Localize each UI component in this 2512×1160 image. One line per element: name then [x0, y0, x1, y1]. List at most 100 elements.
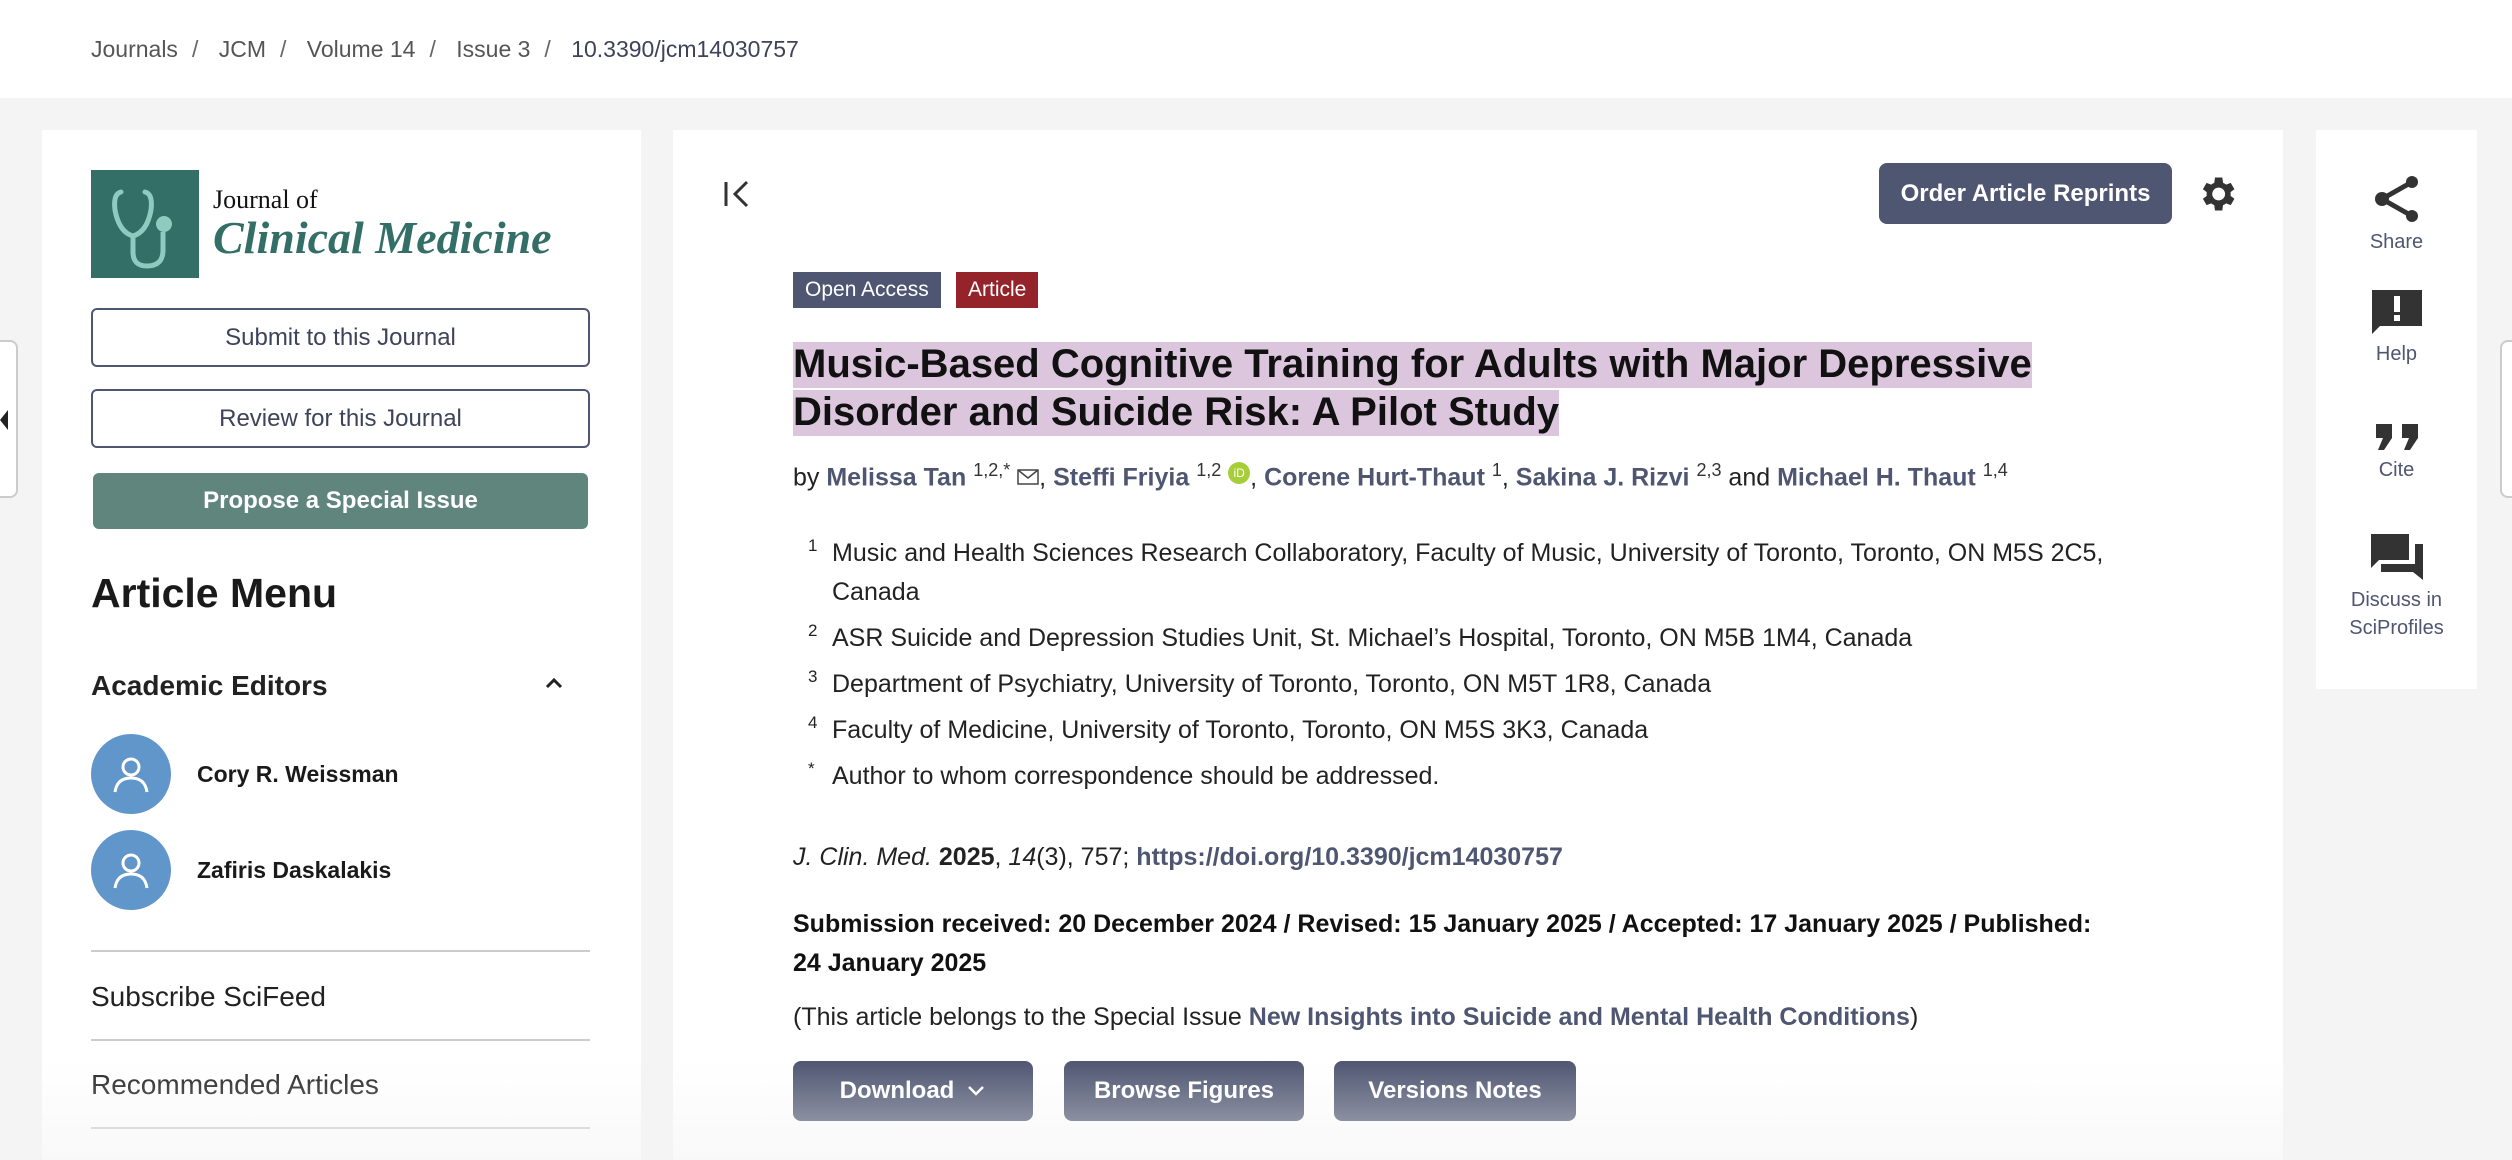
discussion-icon [2370, 534, 2423, 580]
affiliation-item: 1 Music and Health Sciences Research Coll… [808, 534, 2138, 612]
affiliation-item: 2 ASR Suicide and Depression Studies Unit… [808, 619, 2138, 658]
recommended-articles-link[interactable]: Recommended Articles [91, 1069, 379, 1100]
chevron-down-icon [968, 1086, 985, 1096]
and-label: and [1728, 463, 1771, 492]
cite-button[interactable]: Cite [2316, 422, 2477, 484]
email-icon[interactable] [1017, 469, 1039, 486]
special-issue-link[interactable]: New Insights into Suicide and Mental Hea… [1248, 1003, 1910, 1031]
divider [91, 1127, 590, 1129]
affiliation-number: 3 [808, 667, 818, 686]
collapse-sidebar-icon[interactable] [723, 180, 753, 208]
article-panel: Order Article Reprints Open Access Artic… [673, 130, 2283, 1160]
author-affiliation: 2,3 [1696, 460, 1722, 480]
affiliation-text: Music and Health Sciences Research Colla… [832, 539, 2104, 606]
breadcrumb-separator: / [191, 36, 199, 62]
by-label: by [793, 463, 820, 492]
breadcrumb-jcm[interactable]: JCM [218, 36, 266, 62]
caret-left-icon [0, 410, 8, 430]
discuss-label-line1: Discuss in [2350, 589, 2443, 611]
author-affiliation: 1,2,* [973, 460, 1011, 480]
editor-item[interactable]: Zafiris Daskalakis [91, 830, 391, 910]
breadcrumb-separator: / [429, 36, 436, 62]
author-link[interactable]: Steffi Friyia [1053, 463, 1190, 492]
affiliation-text: Author to whom correspondence should be … [832, 762, 1440, 790]
article-type-badge: Article [956, 272, 1039, 308]
breadcrumb-separator: / [544, 36, 551, 62]
citation-issue: (3), 757; [1036, 843, 1130, 871]
left-sidebar: Journal of Clinical Medicine Submit to t… [42, 130, 641, 1160]
download-button[interactable]: Download [793, 1061, 1033, 1121]
propose-special-issue-button[interactable]: Propose a Special Issue [93, 473, 588, 529]
affiliation-text: ASR Suicide and Depression Studies Unit,… [832, 624, 1913, 652]
divider [91, 1039, 590, 1041]
citation: J. Clin. Med. 2025, 14(3), 757; https://… [793, 843, 1563, 871]
discuss-sciprofiles-button[interactable]: Discuss in SciProfiles [2316, 534, 2477, 642]
affiliation-item: * Author to whom correspondence should be… [808, 757, 2138, 796]
cite-label: Cite [2378, 459, 2415, 481]
help-icon [2371, 290, 2422, 334]
special-issue-suffix: ) [1909, 1003, 1919, 1031]
breadcrumb-volume[interactable]: Volume 14 [306, 36, 416, 62]
editor-item[interactable]: Cory R. Weissman [91, 734, 399, 814]
share-icon [2374, 176, 2418, 222]
help-button[interactable]: Help [2316, 290, 2477, 368]
editor-name: Cory R. Weissman [197, 760, 399, 787]
citation-volume: 14 [1008, 843, 1037, 871]
user-icon [113, 853, 149, 889]
affiliation-number: 1 [808, 536, 818, 555]
journal-logo[interactable]: Journal of Clinical Medicine [91, 170, 552, 278]
breadcrumb-journals[interactable]: Journals [91, 36, 178, 62]
orcid-icon[interactable]: iD [1228, 462, 1251, 485]
submit-button[interactable]: Submit to this Journal [91, 308, 590, 367]
article-title: Music-Based Cognitive Training for Adult… [793, 340, 2123, 436]
logo-line1: Journal of [213, 185, 318, 214]
left-drawer-tab[interactable] [0, 340, 18, 498]
review-button[interactable]: Review for this Journal [91, 389, 590, 448]
affiliation-number: 2 [808, 621, 818, 640]
citation-year: 2025 [938, 843, 995, 871]
share-label: Share [2369, 231, 2424, 253]
affiliations: 1 Music and Health Sciences Research Coll… [808, 534, 2138, 803]
subscribe-scifeed-link[interactable]: Subscribe SciFeed [91, 981, 327, 1012]
help-label: Help [2375, 343, 2418, 365]
logo-line2: Clinical Medicine [213, 212, 552, 263]
author-link[interactable]: Corene Hurt-Thaut [1264, 463, 1485, 492]
author-link[interactable]: Michael H. Thaut [1777, 463, 1976, 492]
right-rail: Share Help Cite Discuss in SciProfiles [2316, 130, 2477, 689]
open-access-badge[interactable]: Open Access [793, 272, 941, 308]
chevron-up-icon[interactable] [544, 676, 564, 690]
user-icon [113, 757, 149, 793]
affiliation-number: 4 [808, 713, 818, 732]
article-menu-title: Article Menu [91, 570, 338, 616]
order-reprints-button[interactable]: Order Article Reprints [1879, 163, 2172, 224]
affiliation-text: Faculty of Medicine, University of Toron… [832, 716, 1649, 744]
doi-link[interactable]: https://doi.org/10.3390/jcm14030757 [1136, 843, 1563, 871]
gear-icon[interactable] [2195, 172, 2239, 216]
breadcrumb-current: 10.3390/jcm14030757 [571, 36, 799, 62]
academic-editors-toggle[interactable]: Academic Editors [91, 670, 328, 701]
share-button[interactable]: Share [2316, 174, 2477, 256]
versions-notes-button[interactable]: Versions Notes [1334, 1061, 1576, 1121]
right-drawer-tab[interactable] [2500, 340, 2512, 498]
publication-dates: Submission received: 20 December 2024 / … [793, 910, 2092, 977]
special-issue-note: (This article belongs to the Special Iss… [793, 1003, 1918, 1032]
breadcrumb-separator: / [280, 36, 287, 62]
affiliation-text: Department of Psychiatry, University of … [832, 670, 1712, 698]
breadcrumb-issue[interactable]: Issue 3 [456, 36, 531, 62]
avatar [91, 830, 171, 910]
affiliation-item: 3 Department of Psychiatry, University of… [808, 665, 2138, 704]
author-link[interactable]: Sakina J. Rizvi [1515, 463, 1690, 492]
breadcrumb: Journals / JCM / Volume 14 / Issue 3 / 10.33… [91, 36, 813, 63]
browse-figures-button[interactable]: Browse Figures [1064, 1061, 1304, 1121]
special-issue-prefix: (This article belongs to the Special Iss… [793, 1003, 1249, 1031]
divider [91, 950, 590, 952]
breadcrumb-bar: Journals / JCM / Volume 14 / Issue 3 / 10.33… [0, 0, 2512, 98]
editor-name: Zafiris Daskalakis [197, 856, 392, 883]
author-list: by Melissa Tan 1,2,* , Steffi Friyia 1,2… [793, 460, 2008, 492]
quote-icon [2375, 424, 2418, 450]
author-link[interactable]: Melissa Tan [826, 463, 967, 492]
author-affiliation: 1 [1491, 460, 1502, 480]
stethoscope-icon [91, 170, 199, 278]
author-affiliation: 1,4 [1982, 460, 2008, 480]
affiliation-item: 4 Faculty of Medicine, University of Toro… [808, 711, 2138, 750]
